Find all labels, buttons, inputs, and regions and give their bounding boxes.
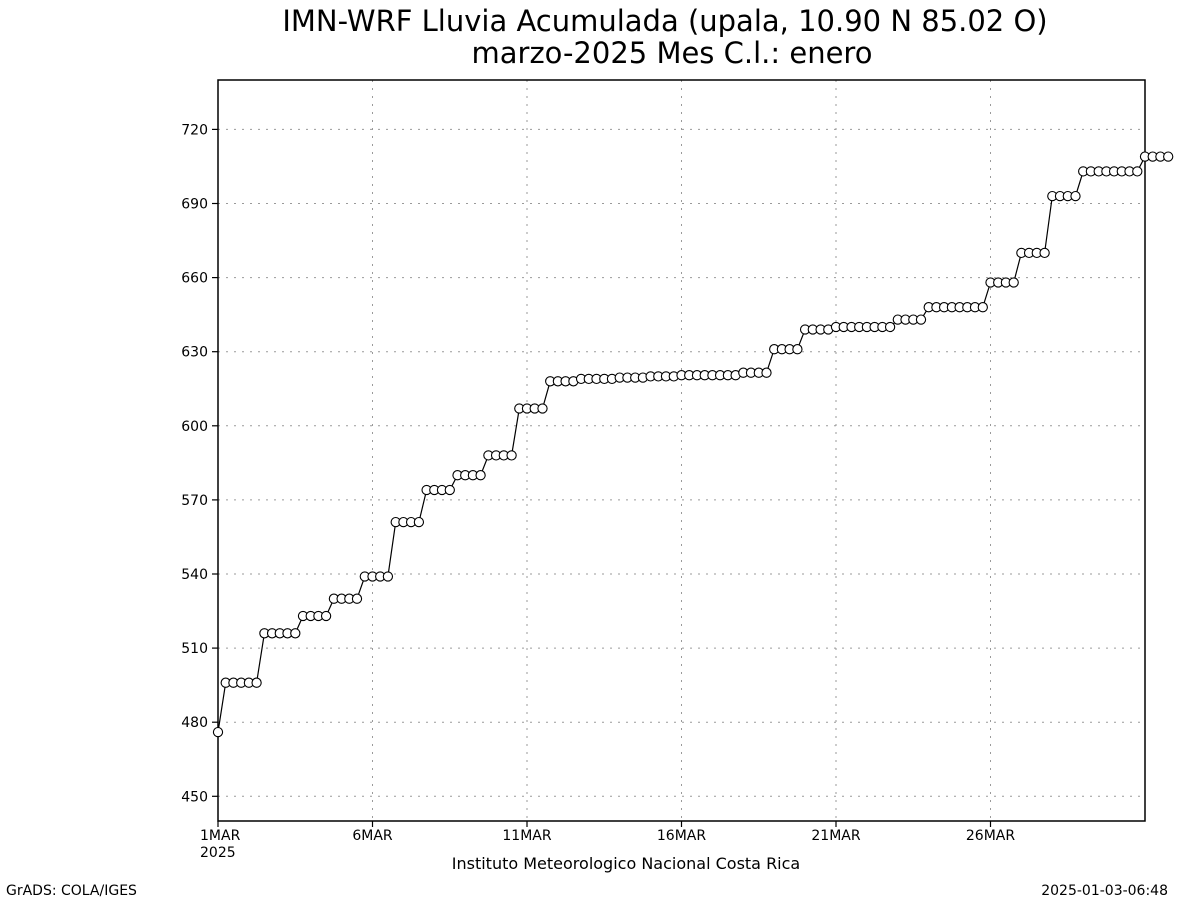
data-point bbox=[251, 677, 262, 688]
y-tick-label: 600 bbox=[181, 419, 208, 435]
grid bbox=[218, 80, 1145, 821]
data-point bbox=[382, 571, 394, 582]
chart-title: IMN-WRF Lluvia Acumulada (upala, 10.90 N… bbox=[282, 4, 1047, 38]
y-tick-label: 660 bbox=[181, 271, 208, 287]
data-point bbox=[1039, 247, 1050, 259]
series-accumulated-rain bbox=[212, 151, 1174, 738]
data-point bbox=[506, 450, 517, 461]
data-point bbox=[1163, 151, 1174, 162]
y-axis: 450 480 510 540 570 600 630 660 690 720 bbox=[181, 122, 218, 805]
data-point bbox=[475, 470, 486, 481]
plot-frame bbox=[217, 79, 1146, 822]
series-line bbox=[217, 156, 1169, 733]
data-point bbox=[1132, 166, 1143, 177]
data-point bbox=[884, 321, 896, 333]
footer-timestamp: 2025-01-03-06:48 bbox=[1041, 883, 1168, 899]
footer-credit: GrADS: COLA/IGES bbox=[6, 883, 137, 899]
data-point bbox=[537, 403, 548, 414]
x-tick-label: 1MAR bbox=[200, 828, 241, 844]
data-point bbox=[761, 367, 772, 378]
data-point bbox=[1008, 277, 1019, 288]
y-tick-label: 720 bbox=[181, 122, 208, 138]
data-point bbox=[351, 593, 363, 604]
x-tick-label: 16MAR bbox=[657, 828, 706, 844]
x-year-label: 2025 bbox=[200, 845, 236, 861]
data-point bbox=[320, 610, 332, 622]
y-tick-label: 690 bbox=[181, 197, 208, 213]
chart-subtitle: marzo-2025 Mes C.l.: enero bbox=[472, 36, 873, 70]
data-point bbox=[413, 516, 425, 528]
x-tick-label: 11MAR bbox=[502, 828, 551, 844]
x-axis-label: Instituto Meteorologico Nacional Costa R… bbox=[452, 854, 800, 873]
data-point bbox=[792, 344, 803, 355]
data-point bbox=[290, 628, 301, 639]
data-point bbox=[1070, 190, 1081, 202]
x-axis: 1MAR 6MAR 11MAR 16MAR 21MAR 26MAR bbox=[200, 821, 1015, 844]
x-tick-label: 21MAR bbox=[811, 828, 860, 844]
y-tick-label: 630 bbox=[181, 345, 208, 361]
y-tick-label: 510 bbox=[181, 641, 208, 657]
data-point bbox=[212, 726, 224, 738]
x-tick-label: 6MAR bbox=[352, 828, 393, 844]
x-tick-label: 26MAR bbox=[966, 828, 1015, 844]
y-tick-label: 480 bbox=[181, 715, 208, 731]
y-tick-label: 540 bbox=[181, 567, 208, 583]
data-point bbox=[444, 484, 455, 496]
data-point bbox=[915, 314, 927, 325]
data-point bbox=[977, 302, 988, 313]
y-tick-label: 450 bbox=[181, 789, 208, 805]
y-tick-label: 570 bbox=[181, 493, 208, 509]
